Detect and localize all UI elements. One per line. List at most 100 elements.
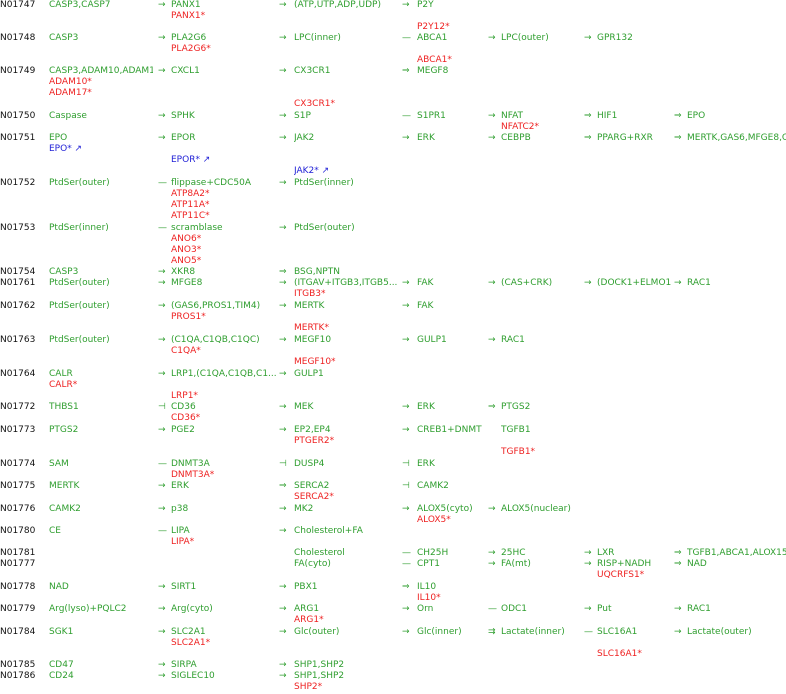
relation-arrow: →: [158, 33, 166, 43]
pathway-node: RAC1: [687, 604, 711, 614]
pathway-node: CAMK2: [417, 481, 449, 491]
relation-arrow: →: [158, 133, 166, 143]
gene-annotation: LRP1*: [171, 391, 198, 401]
pathway-node: PLA2G6: [171, 33, 207, 43]
pathway-node: (CAS+CRK): [501, 278, 553, 288]
pathway-node: DNMT3A: [171, 459, 210, 469]
pathway-node: PtdSer(outer): [49, 301, 110, 311]
relation-arrow: →: [158, 0, 166, 10]
relation-arrow: →: [279, 402, 287, 412]
pathway-node: NAD: [49, 582, 69, 592]
pathway-node: SIRT1: [171, 582, 197, 592]
pathway-node: PBX1: [294, 582, 318, 592]
pathway-node: CPT1: [417, 559, 440, 569]
relation-arrow: →: [279, 504, 287, 514]
pathway-id: N01754: [0, 267, 36, 277]
pathway-node: CAMK2: [49, 504, 81, 514]
relation-arrow: →: [488, 111, 496, 121]
pathway-node: PPARG+RXR: [597, 133, 653, 143]
pathway-node: FAK: [417, 301, 434, 311]
pathway-node: TGFB1,ABCA1,ALOX15...: [687, 548, 786, 558]
pathway-node: RAC1: [687, 278, 711, 288]
relation-arrow: →: [584, 548, 592, 558]
gene-annotation: ADAM17*: [49, 88, 92, 98]
relation-arrow: ⇒: [488, 402, 496, 412]
pathway-node: CX3CR1: [294, 66, 331, 76]
gene-annotation: MERTK*: [294, 323, 329, 333]
pathway-id: N01778: [0, 582, 36, 592]
relation-arrow: →: [158, 627, 166, 637]
pathway-node: S1PR1: [417, 111, 446, 121]
gene-annotation: SLC2A1*: [171, 638, 211, 648]
pathway-node: CH25H: [417, 548, 449, 558]
pathway-id: N01747: [0, 0, 36, 10]
gene-annotation: PLA2G6*: [171, 44, 211, 54]
relation-arrow: ⇒: [402, 582, 410, 592]
relation-arrow: →: [402, 627, 410, 637]
pathway-id: N01764: [0, 369, 36, 379]
pathway-node: CD47: [49, 660, 74, 670]
pathway-node: GULP1: [417, 335, 447, 345]
relation-arrow: —: [488, 604, 497, 614]
relation-arrow: →: [158, 481, 166, 491]
relation-arrow: →: [402, 335, 410, 345]
relation-arrow: →: [402, 278, 410, 288]
pathway-id: N01777: [0, 559, 36, 569]
relation-arrow: →: [158, 267, 166, 277]
pathway-node: Orn: [417, 604, 434, 614]
pathway-id: N01773: [0, 425, 36, 435]
relation-arrow: →: [584, 278, 592, 288]
pathway-node: scramblase: [171, 223, 223, 233]
pathway-node: ABCA1: [417, 33, 448, 43]
relation-arrow: —: [402, 33, 411, 43]
gene-annotation: EPO* ↗: [49, 144, 83, 154]
relation-arrow: →: [584, 559, 592, 569]
gene-annotation: TGFB1*: [501, 447, 536, 457]
relation-arrow: →: [279, 369, 287, 379]
gene-annotation: CD36*: [171, 413, 201, 423]
pathway-node: CALR: [49, 369, 73, 379]
relation-arrow: →: [279, 604, 287, 614]
relation-arrow: →: [402, 604, 410, 614]
relation-arrow: →: [279, 425, 287, 435]
pathway-id: N01762: [0, 301, 36, 311]
relation-arrow: →: [158, 111, 166, 121]
relation-arrow: ⇒: [674, 559, 682, 569]
relation-arrow: →: [584, 604, 592, 614]
gene-annotation: EPOR* ↗: [171, 155, 211, 165]
relation-arrow: →: [488, 559, 496, 569]
pathway-node: PtdSer(outer): [294, 223, 355, 233]
gene-annotation: MEGF10*: [294, 357, 336, 367]
pathway-id: N01753: [0, 223, 36, 233]
pathway-node: SHP1,SHP2: [294, 671, 345, 681]
pathway-node: FA(cyto): [294, 559, 331, 569]
relation-arrow: →: [279, 111, 287, 121]
relation-arrow: →: [158, 278, 166, 288]
pathway-node: DUSP4: [294, 459, 325, 469]
pathway-node: ARG1: [294, 604, 320, 614]
pathway-node: PtdSer(inner): [49, 223, 109, 233]
pathway-node: ODC1: [501, 604, 528, 614]
gene-annotation: ANO5*: [171, 256, 202, 266]
pathway-node: Arg(lyso)+PQLC2: [49, 604, 127, 614]
pathway-node: CD24: [49, 671, 74, 681]
pathway-node: THBS1: [49, 402, 79, 412]
relation-arrow: →: [279, 582, 287, 592]
pathway-node: MEK: [294, 402, 314, 412]
relation-arrow: →: [674, 278, 682, 288]
pathway-node: LXR: [597, 548, 615, 558]
pathway-node: SIRPA: [171, 660, 197, 670]
relation-arrow: →: [279, 223, 287, 233]
gene-annotation: PANX1*: [171, 11, 206, 21]
pathway-node: CASP3,CASP7: [49, 0, 111, 10]
relation-arrow: —: [402, 559, 411, 569]
pathway-node: GULP1: [294, 369, 324, 379]
relation-arrow: →: [402, 0, 410, 10]
pathway-node: SHP1,SHP2: [294, 660, 345, 670]
pathway-node: GPR132: [597, 33, 633, 43]
relation-arrow: →: [279, 671, 287, 681]
pathway-node: SLC16A1: [597, 627, 638, 637]
gene-annotation: PROS1*: [171, 312, 206, 322]
relation-arrow: →: [279, 278, 287, 288]
gene-annotation: NFATC2*: [501, 122, 540, 132]
